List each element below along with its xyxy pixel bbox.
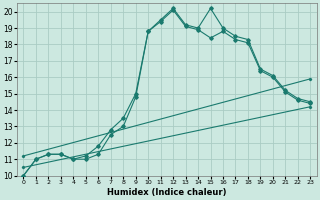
X-axis label: Humidex (Indice chaleur): Humidex (Indice chaleur) [107, 188, 227, 197]
